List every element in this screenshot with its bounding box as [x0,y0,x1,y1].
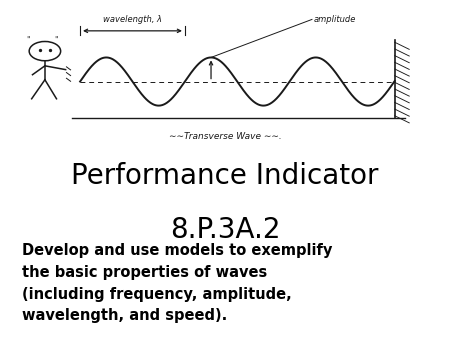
Text: amplitude: amplitude [314,15,356,24]
Text: Develop and use models to exemplify
the basic properties of waves
(including fre: Develop and use models to exemplify the … [22,243,333,323]
Text: ": " [54,36,58,45]
Text: ": " [26,36,30,45]
Text: 8.P.3A.2: 8.P.3A.2 [170,216,280,244]
Text: wavelength, λ: wavelength, λ [103,15,162,24]
Text: Performance Indicator: Performance Indicator [71,162,379,190]
Text: ∼∼Transverse Wave ∼∼.: ∼∼Transverse Wave ∼∼. [169,131,281,141]
